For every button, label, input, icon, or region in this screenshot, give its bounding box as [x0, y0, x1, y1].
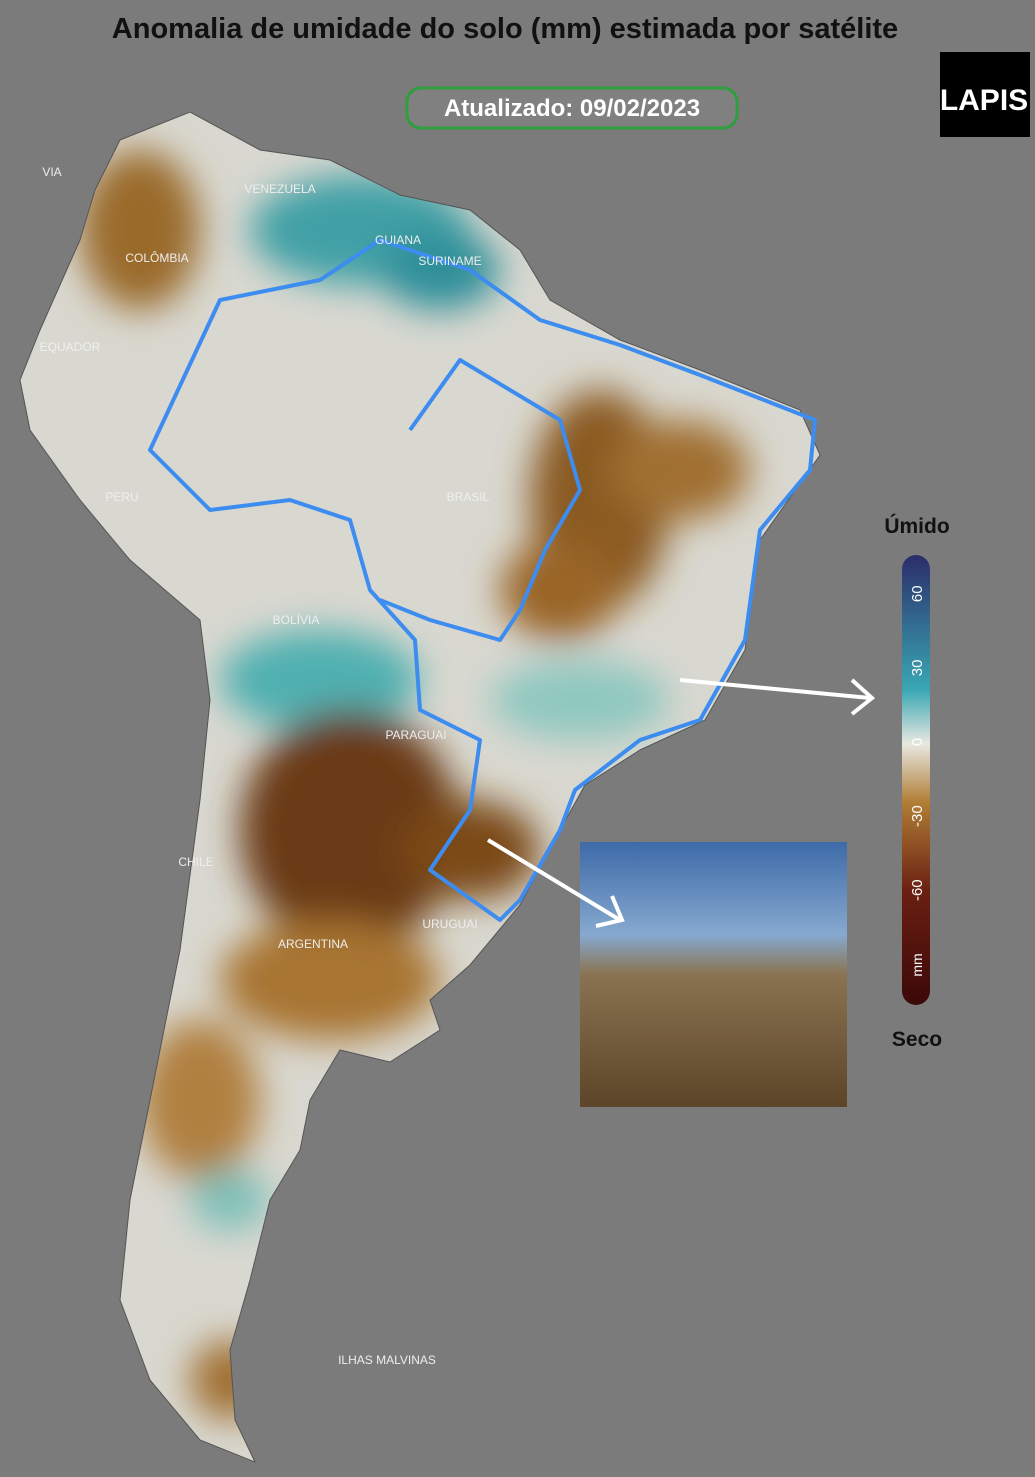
title: Anomalia de umidade do solo (mm) estimad…	[112, 13, 898, 45]
logo-box	[940, 52, 1030, 137]
updated: Atualizado: 09/02/2023	[444, 95, 700, 122]
country-label: CHILE	[178, 855, 213, 869]
colorbar-tick: 0	[909, 738, 926, 746]
colorbar	[902, 555, 930, 1005]
country-label: ARGENTINA	[278, 937, 348, 951]
land	[20, 112, 820, 1462]
logo: LAPIS	[940, 84, 1028, 117]
updated-box	[405, 86, 739, 130]
colorbar-top: Úmido	[884, 514, 949, 538]
colorbar-tick: 30	[909, 660, 926, 677]
country-label: BRASIL	[447, 490, 490, 504]
country-label: GUIANA	[375, 233, 421, 247]
country-label: ILHAS MALVINAS	[338, 1353, 436, 1367]
country-label: BOLÍVIA	[273, 612, 320, 627]
colorbar-unit: mm	[909, 953, 925, 976]
country-label: EQUADOR	[40, 340, 101, 354]
country-label: SURINAME	[418, 254, 481, 268]
colorbar-tick: -60	[909, 879, 926, 901]
country-label: PERU	[105, 490, 138, 504]
colorbar-tick: -30	[909, 805, 926, 827]
colorbar-tick: 60	[909, 585, 926, 602]
country-label: URUGUAI	[422, 917, 477, 931]
country-label: COLÔMBIA	[125, 250, 188, 265]
soy-photo	[580, 842, 847, 1107]
country-label: PARAGUAI	[385, 728, 446, 742]
country-label: VIA	[42, 165, 61, 179]
country-label: VENEZUELA	[244, 182, 315, 196]
arrows	[486, 678, 876, 928]
state-borders	[148, 238, 817, 922]
colorbar-bottom: Seco	[892, 1028, 942, 1051]
